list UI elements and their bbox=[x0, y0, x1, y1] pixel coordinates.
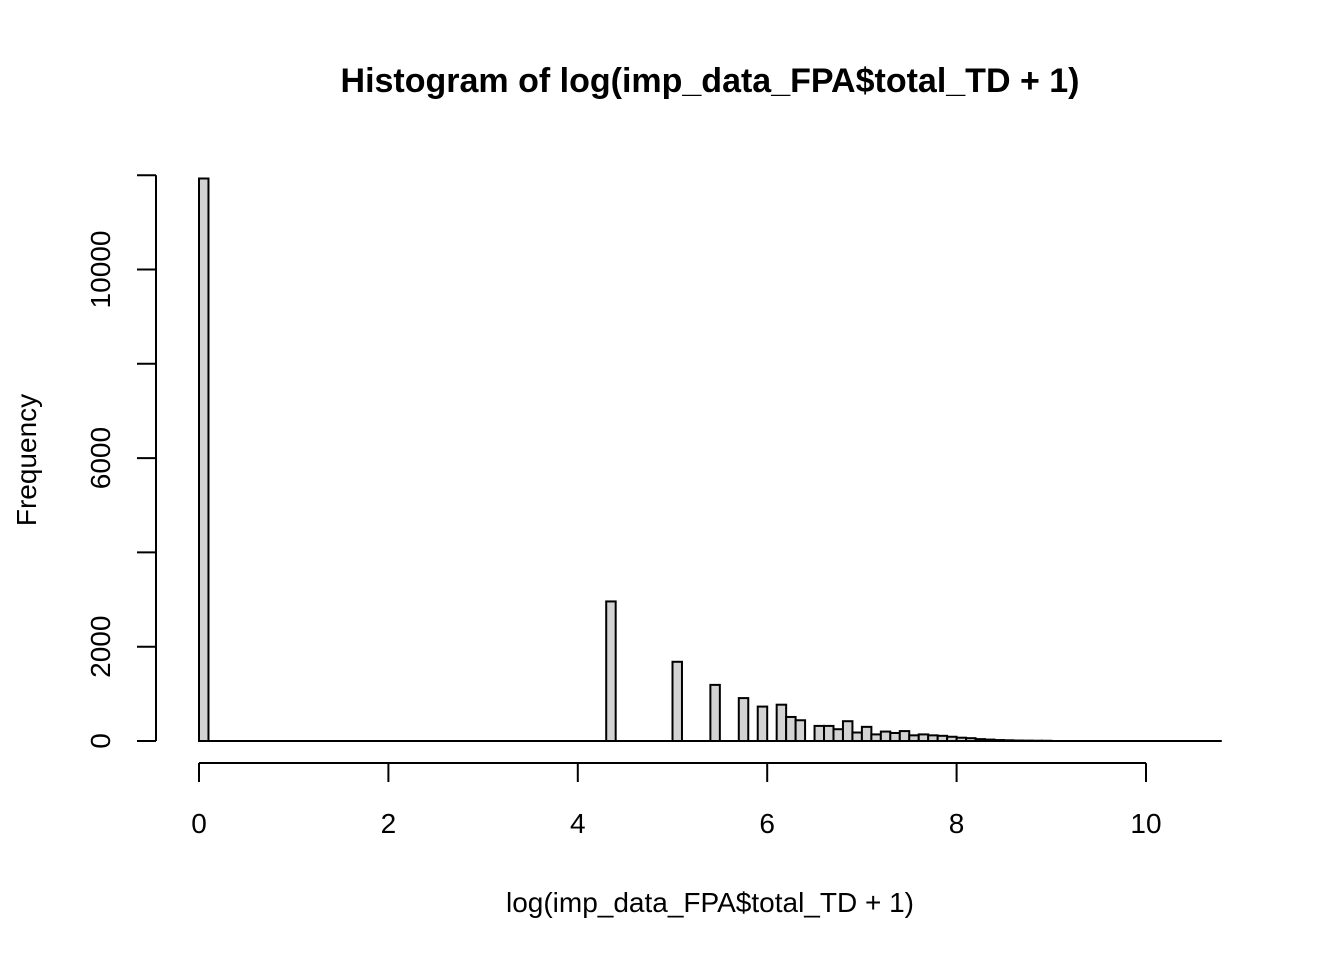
histogram-bar bbox=[841, 720, 854, 743]
x-axis: 0 2 4 6 8 10 bbox=[191, 762, 1162, 839]
histogram-bar bbox=[813, 724, 826, 742]
histogram-bar bbox=[879, 730, 892, 743]
y-tick-label: 2000 bbox=[85, 616, 116, 678]
histogram-bar bbox=[198, 177, 210, 743]
y-axis-label: Frequency bbox=[11, 394, 42, 526]
x-tick-label: 6 bbox=[759, 808, 775, 839]
histogram-bar bbox=[775, 703, 788, 743]
histogram-bar bbox=[832, 728, 844, 743]
histogram-bar bbox=[605, 600, 617, 742]
histogram-bar bbox=[671, 660, 683, 743]
histogram-bars bbox=[198, 177, 1222, 743]
histogram-bar bbox=[823, 724, 835, 742]
x-tick-label: 8 bbox=[949, 808, 965, 839]
histogram-bar bbox=[737, 697, 750, 743]
histogram-bar bbox=[756, 705, 769, 743]
y-tick-label: 0 bbox=[85, 733, 116, 749]
chart-title: Histogram of log(imp_data_FPA$total_TD +… bbox=[341, 62, 1080, 100]
x-tick-label: 4 bbox=[570, 808, 586, 839]
histogram-bar bbox=[898, 730, 911, 743]
x-axis-label: log(imp_data_FPA$total_TD + 1) bbox=[506, 887, 914, 918]
y-tick-label: 10000 bbox=[85, 231, 116, 309]
x-tick-label: 0 bbox=[191, 808, 207, 839]
x-tick-label: 2 bbox=[381, 808, 397, 839]
histogram-bar bbox=[785, 715, 797, 742]
x-tick-label: 10 bbox=[1130, 808, 1161, 839]
y-tick-label: 6000 bbox=[85, 427, 116, 489]
histogram-bar bbox=[794, 719, 807, 743]
histogram-bar bbox=[709, 683, 721, 742]
y-axis: 0 2000 6000 10000 bbox=[85, 174, 157, 749]
histogram-bar bbox=[889, 731, 901, 742]
histogram-bar bbox=[860, 725, 873, 742]
histogram-bar bbox=[851, 731, 863, 742]
